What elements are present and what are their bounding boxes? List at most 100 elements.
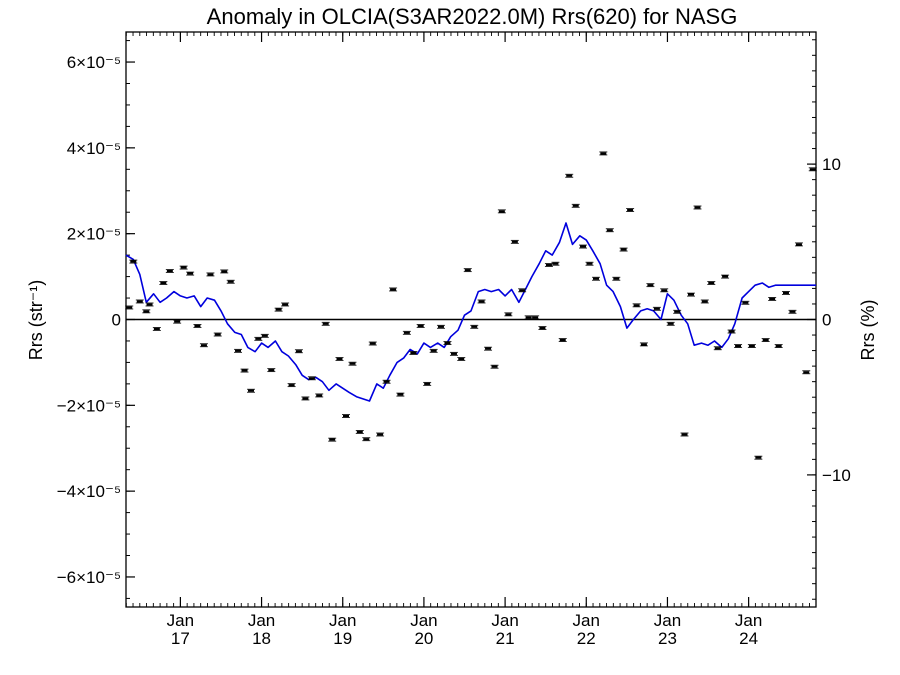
x-tick-label-month: Jan (410, 611, 437, 630)
data-point (457, 357, 466, 361)
data-point (747, 344, 756, 349)
data-point (565, 173, 574, 178)
data-point (429, 348, 438, 353)
data-point (449, 351, 458, 356)
data-point (808, 167, 817, 172)
right-tick-label: 0 (822, 311, 831, 330)
data-point (802, 370, 811, 375)
left-tick-label: −6×10⁻⁵ (57, 568, 121, 587)
data-point (396, 392, 405, 397)
data-point (145, 302, 154, 307)
data-point (341, 414, 350, 418)
left-tick-label: −2×10⁻⁵ (57, 396, 121, 415)
data-point (173, 319, 182, 324)
data-point (490, 364, 499, 369)
data-point (179, 265, 188, 270)
data-point (368, 341, 377, 346)
x-tick-label-year: 20 (414, 629, 433, 648)
data-point (165, 269, 174, 273)
data-point (142, 309, 151, 314)
left-tick-label: 4×10⁻⁵ (67, 139, 121, 158)
data-point (335, 357, 344, 361)
data-point (585, 261, 594, 266)
data-point (497, 209, 506, 214)
anomaly-point-series (125, 151, 817, 460)
right-tick-label: 10 (822, 155, 841, 174)
x-tick-label-month: Jan (491, 611, 518, 630)
data-point (477, 299, 486, 304)
data-point (226, 279, 235, 284)
right-y-axis: 10 0 −10 (807, 39, 851, 600)
data-point (693, 205, 702, 210)
right-tick-label: −10 (822, 466, 851, 485)
data-point (646, 283, 655, 288)
data-point (781, 290, 790, 295)
x-tick-label-month: Jan (654, 611, 681, 630)
data-point (700, 299, 709, 304)
data-point (788, 309, 797, 314)
data-point (518, 288, 527, 293)
data-point (538, 326, 547, 330)
x-tick-label-year: 23 (658, 629, 677, 648)
data-point (382, 379, 391, 384)
y-axis-label-left: Rrs (str⁻¹) (26, 280, 46, 360)
data-point (741, 300, 750, 305)
x-tick-label-year: 22 (577, 629, 596, 648)
data-point (551, 261, 560, 266)
data-point (531, 315, 540, 320)
data-point (612, 276, 621, 281)
data-point (159, 281, 168, 285)
x-tick-label-month: Jan (735, 611, 762, 630)
data-point (666, 321, 675, 326)
data-point (240, 368, 249, 373)
data-point (376, 432, 385, 437)
data-point (129, 259, 138, 264)
data-point (443, 341, 452, 346)
data-point (294, 349, 303, 354)
data-point (463, 268, 472, 273)
data-point (267, 368, 276, 373)
data-point (301, 396, 310, 401)
data-point (362, 437, 371, 442)
anomaly-line (125, 222, 816, 402)
data-point (727, 329, 736, 334)
data-point (571, 203, 580, 208)
data-point (307, 376, 316, 381)
left-y-axis: 6×10⁻⁵ 4×10⁻⁵ 2×10⁻⁵ 0 −2×10⁻⁵ −4×10⁻⁵ −6×10⁻⁵ (57, 40, 135, 599)
data-point (409, 351, 418, 355)
data-point (768, 297, 777, 301)
data-point (281, 302, 290, 307)
data-point (673, 309, 682, 314)
data-point (135, 299, 144, 304)
data-point (206, 272, 215, 277)
data-point (328, 437, 337, 442)
left-tick-label: −4×10⁻⁵ (57, 482, 121, 501)
x-tick-label-month: Jan (167, 611, 194, 630)
data-point (558, 338, 567, 342)
data-point (680, 432, 689, 437)
data-point (734, 344, 743, 349)
data-point (721, 274, 730, 279)
data-point (774, 344, 783, 349)
data-point (125, 305, 134, 310)
data-point (761, 338, 770, 342)
data-point (152, 327, 161, 331)
chart-title: Anomaly in OLCIA(S3AR2022.0M) Rrs(620) f… (207, 4, 738, 29)
data-point (686, 292, 695, 297)
data-point (707, 281, 716, 285)
data-point (348, 361, 357, 366)
data-point (186, 271, 195, 276)
x-tick-label-year: 18 (252, 629, 271, 648)
data-point (619, 247, 628, 252)
x-tick-label-month: Jan (329, 611, 356, 630)
data-point (639, 342, 648, 347)
data-point (794, 242, 803, 247)
data-point (389, 287, 398, 292)
data-point (524, 315, 533, 320)
data-point (754, 455, 763, 460)
data-point (652, 306, 661, 311)
data-point (274, 307, 283, 312)
data-point (254, 336, 263, 341)
y-axis-label-right: Rrs (%) (858, 300, 878, 361)
